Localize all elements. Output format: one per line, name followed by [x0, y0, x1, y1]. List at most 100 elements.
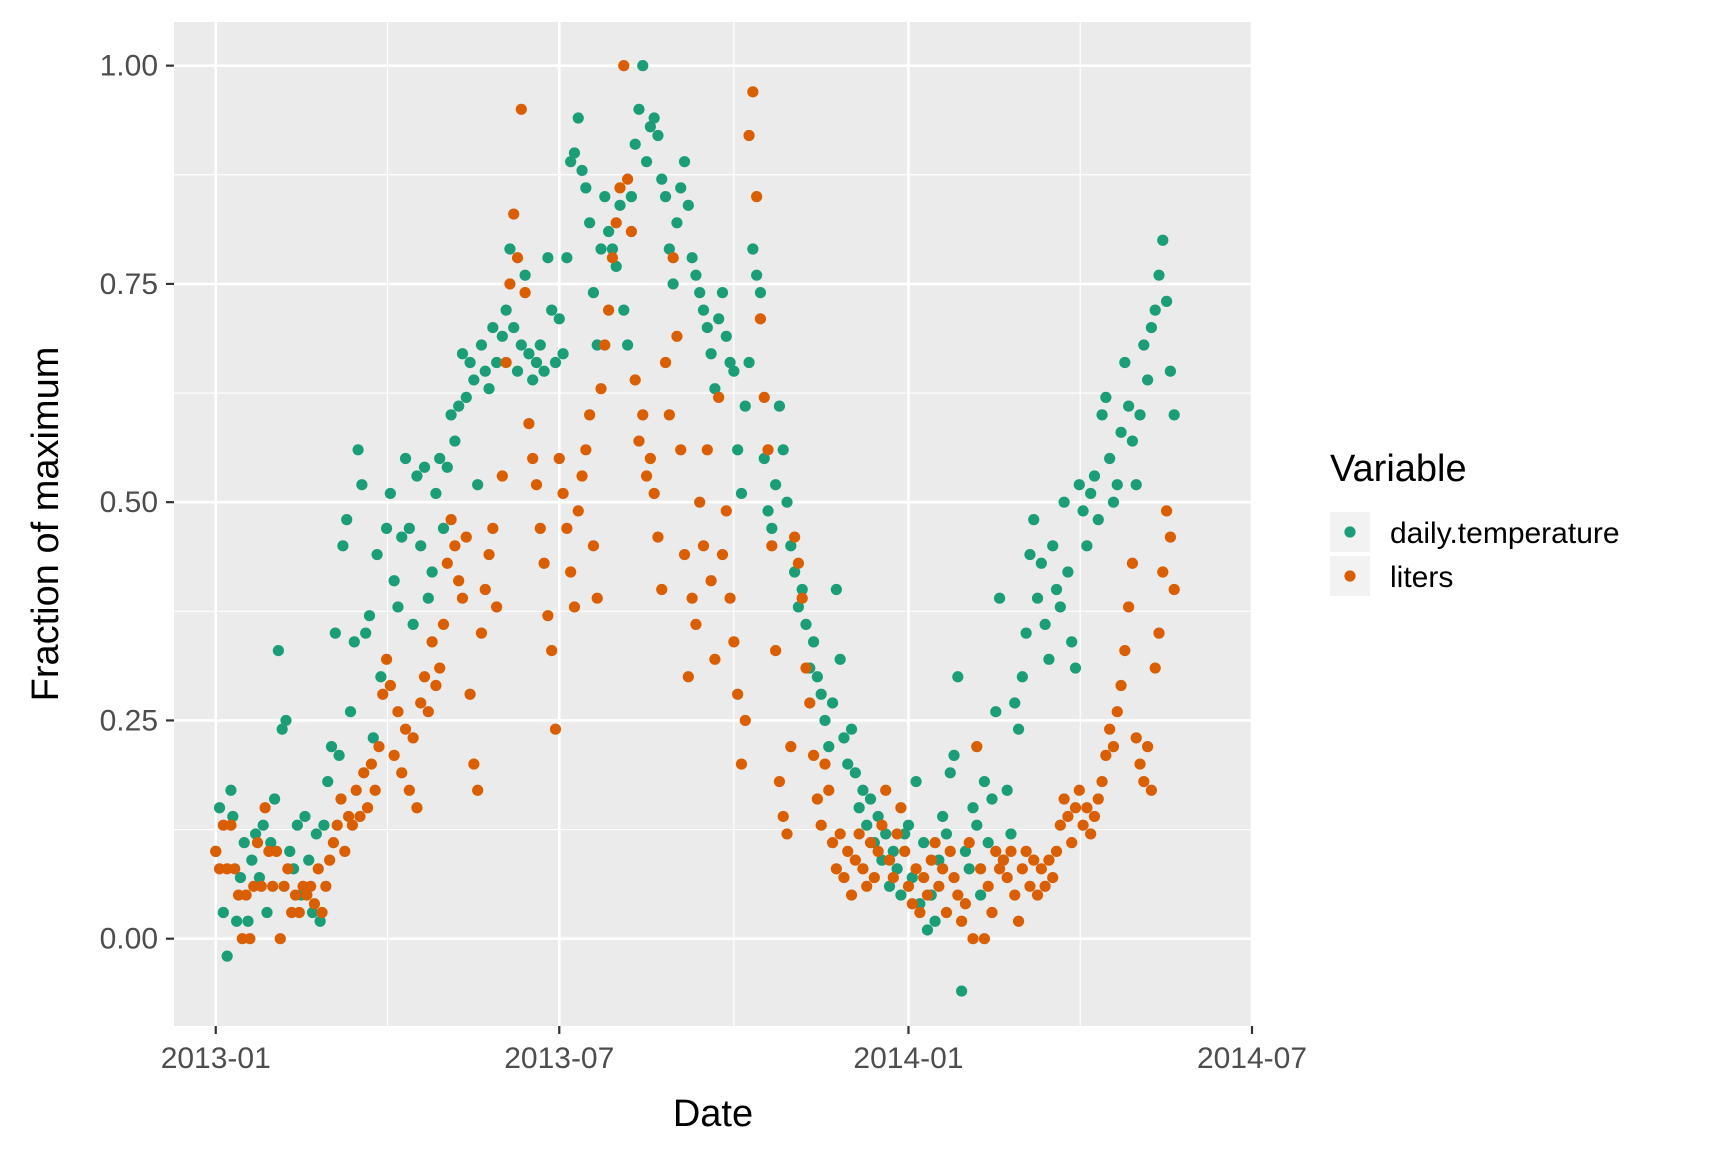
data-point — [690, 269, 702, 281]
data-point — [1123, 601, 1135, 613]
data-point — [392, 706, 404, 718]
data-point — [663, 409, 675, 421]
data-point — [312, 863, 324, 875]
data-point — [614, 199, 626, 211]
data-point — [213, 802, 226, 814]
data-point — [929, 837, 941, 849]
data-point — [519, 269, 531, 281]
data-point — [1096, 409, 1108, 421]
data-point — [1142, 374, 1154, 386]
data-point — [640, 156, 653, 168]
data-point — [561, 522, 573, 534]
data-point — [415, 697, 427, 709]
data-point — [557, 487, 569, 500]
data-point — [823, 741, 835, 753]
data-point — [333, 749, 345, 761]
data-point — [329, 627, 341, 639]
data-point — [324, 854, 336, 866]
data-point — [716, 287, 729, 299]
data-point — [322, 775, 334, 788]
data-point — [320, 880, 332, 892]
data-point — [472, 479, 484, 491]
data-point — [483, 383, 495, 395]
data-point — [348, 636, 360, 648]
data-point — [716, 548, 729, 561]
data-point — [475, 627, 488, 639]
data-point — [975, 889, 987, 901]
data-point — [671, 217, 683, 229]
data-point — [743, 129, 755, 142]
data-point — [758, 391, 770, 404]
data-point — [1001, 784, 1013, 796]
data-point — [508, 321, 520, 334]
data-point — [316, 906, 328, 919]
data-point — [1153, 627, 1165, 639]
data-point — [534, 522, 546, 534]
data-point — [762, 444, 774, 456]
data-point — [240, 889, 252, 901]
data-point — [568, 601, 581, 613]
data-point — [1009, 697, 1021, 709]
data-point — [1081, 540, 1093, 552]
data-point — [830, 583, 842, 596]
data-point — [1153, 269, 1165, 281]
data-point — [276, 723, 288, 735]
data-point — [369, 784, 381, 796]
data-point — [1160, 295, 1173, 307]
data-point — [1001, 871, 1013, 884]
data-point — [857, 863, 869, 875]
data-point — [565, 156, 577, 168]
data-point — [944, 845, 956, 857]
x-axis-title: Date — [673, 1093, 753, 1135]
data-point — [990, 845, 1002, 857]
data-point — [618, 304, 630, 316]
data-point — [449, 540, 461, 552]
data-point — [1130, 479, 1142, 491]
data-point — [1149, 662, 1161, 674]
data-point — [373, 741, 385, 753]
data-point — [380, 522, 393, 534]
data-point — [682, 671, 694, 683]
data-point — [686, 252, 698, 264]
data-point — [986, 793, 998, 805]
data-point — [1164, 365, 1176, 377]
data-point — [346, 819, 359, 831]
data-point — [1039, 880, 1051, 892]
data-point — [918, 871, 930, 884]
data-point — [314, 915, 326, 927]
data-point — [861, 819, 873, 831]
data-point — [739, 714, 751, 727]
y-axis-title: Fraction of maximum — [25, 347, 67, 702]
data-point — [210, 845, 222, 857]
data-point — [491, 601, 503, 613]
data-point — [1119, 356, 1131, 369]
data-point — [361, 802, 374, 814]
data-point — [580, 182, 592, 194]
data-point — [344, 706, 357, 718]
data-point — [1088, 470, 1101, 482]
data-point — [842, 845, 854, 857]
data-point — [267, 880, 279, 892]
data-point — [1062, 566, 1074, 578]
data-point — [1020, 845, 1032, 857]
data-point — [735, 487, 748, 500]
data-point — [648, 487, 660, 500]
data-point — [1039, 618, 1051, 631]
data-point — [327, 837, 340, 849]
data-point — [449, 435, 461, 447]
data-point — [1024, 880, 1036, 892]
data-point — [280, 714, 292, 727]
data-point — [422, 706, 434, 718]
data-point — [445, 514, 457, 526]
data-point — [553, 313, 565, 325]
data-point — [1050, 583, 1063, 596]
legend: Variable daily.temperature liters — [1330, 448, 1620, 596]
data-point — [515, 339, 527, 351]
data-point — [982, 880, 994, 892]
data-point — [637, 409, 649, 421]
data-point — [789, 566, 801, 578]
x-axis: 2013-01 2013-07 2014-01 2014-07 — [161, 1026, 1307, 1075]
data-point — [842, 758, 854, 770]
data-point — [663, 243, 675, 255]
data-point — [971, 741, 983, 753]
